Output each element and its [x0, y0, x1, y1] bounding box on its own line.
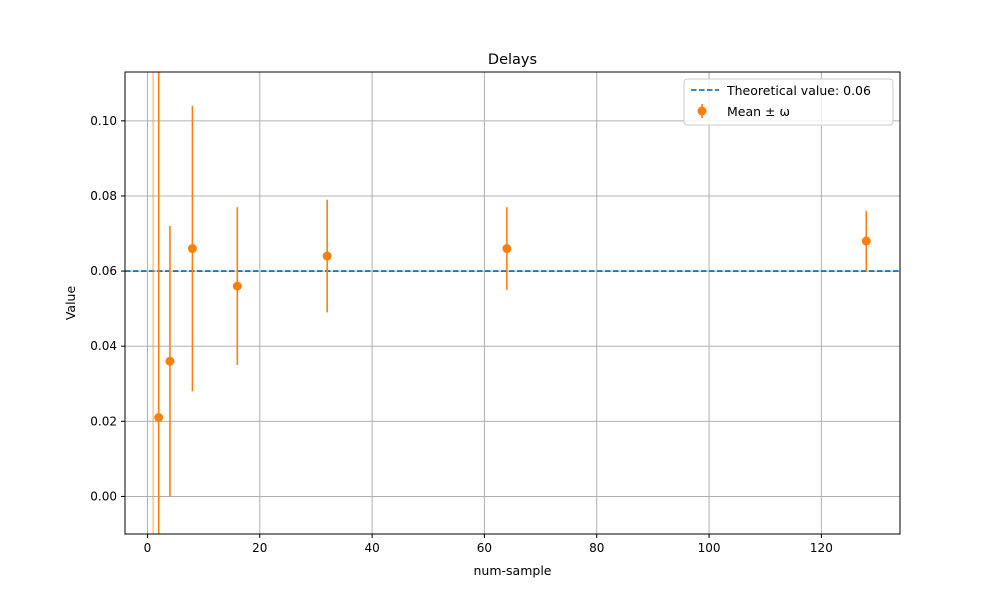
- x-axis-label: num-sample: [474, 563, 552, 578]
- x-tick-label: 100: [698, 541, 721, 555]
- x-tick-label: 0: [144, 541, 152, 555]
- y-axis-label: Value: [63, 286, 78, 321]
- mean-point: [322, 251, 332, 261]
- x-tick-label: 20: [252, 541, 267, 555]
- mean-point: [861, 236, 871, 246]
- mean-point: [232, 281, 242, 291]
- mean-point: [154, 413, 164, 423]
- x-tick-label: 40: [364, 541, 379, 555]
- x-tick-label: 60: [477, 541, 492, 555]
- x-tick-label: 80: [589, 541, 604, 555]
- mean-point: [187, 244, 197, 254]
- plot-frame: [124, 71, 901, 535]
- legend-mean-marker-swatch: [697, 106, 707, 116]
- y-tick-label: 0.10: [90, 114, 117, 128]
- x-tick-label: 120: [810, 541, 833, 555]
- mean-point: [502, 244, 512, 254]
- y-tick-label: 0.08: [90, 189, 117, 203]
- y-tick-label: 0.00: [90, 489, 117, 503]
- mean-point: [165, 356, 175, 366]
- y-tick-label: 0.06: [90, 264, 117, 278]
- y-tick-label: 0.02: [90, 414, 117, 428]
- legend-mean-label: Mean ± ω: [727, 104, 790, 119]
- data-layer: [125, 72, 900, 534]
- y-tick-label: 0.04: [90, 339, 117, 353]
- legend-box: [683, 78, 894, 126]
- legend: Theoretical value: 0.06 Mean ± ω: [683, 78, 894, 126]
- plot-area-background: [125, 72, 900, 534]
- chart-title: Delays: [488, 52, 537, 68]
- axis-layer: 0 20 40 60 80 100 120 0.00 0.02 0.04 0.06 0.08 0.10: [90, 114, 833, 555]
- legend-theoretical-label: Theoretical value: 0.06: [726, 83, 871, 98]
